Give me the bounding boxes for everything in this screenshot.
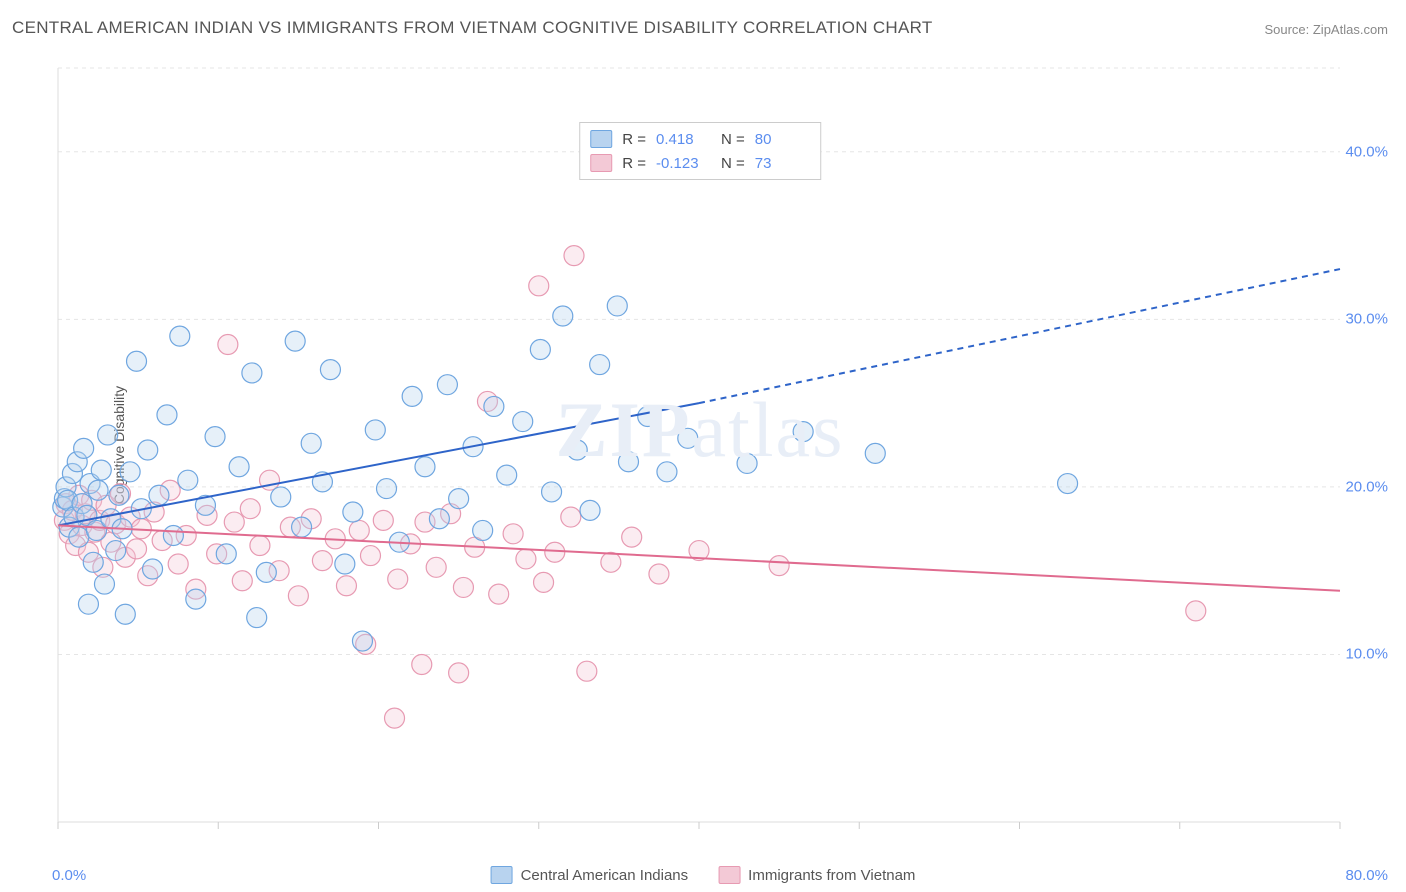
legend-n-value-a: 80 — [755, 131, 810, 148]
legend-n-label: N = — [721, 131, 745, 148]
series-legend: Central American Indians Immigrants from… — [491, 866, 916, 884]
legend-swatch-a-bottom — [491, 866, 513, 884]
legend-row-a: R = 0.418 N = 80 — [590, 127, 810, 151]
legend-swatch-b — [590, 154, 612, 172]
legend-row-b: R = -0.123 N = 73 — [590, 151, 810, 175]
y-tick-label: 20.0% — [1345, 478, 1388, 495]
legend-item-a: Central American Indians — [491, 866, 689, 884]
y-tick-label: 30.0% — [1345, 311, 1388, 328]
legend-label-a: Central American Indians — [521, 867, 689, 884]
legend-n-label: N = — [721, 155, 745, 172]
legend-label-b: Immigrants from Vietnam — [748, 867, 915, 884]
chart-title: CENTRAL AMERICAN INDIAN VS IMMIGRANTS FR… — [12, 18, 933, 38]
legend-r-label: R = — [622, 131, 646, 148]
legend-r-value-b: -0.123 — [656, 155, 711, 172]
correlation-legend: R = 0.418 N = 80 R = -0.123 N = 73 — [579, 122, 821, 180]
legend-item-b: Immigrants from Vietnam — [718, 866, 915, 884]
legend-r-label: R = — [622, 155, 646, 172]
source-label: Source: ZipAtlas.com — [1264, 22, 1388, 37]
legend-n-value-b: 73 — [755, 155, 810, 172]
x-min-label: 0.0% — [52, 867, 86, 884]
x-max-label: 80.0% — [1345, 867, 1388, 884]
y-tick-label: 10.0% — [1345, 646, 1388, 663]
legend-r-value-a: 0.418 — [656, 131, 711, 148]
y-tick-label: 40.0% — [1345, 143, 1388, 160]
legend-swatch-b-bottom — [718, 866, 740, 884]
legend-swatch-a — [590, 130, 612, 148]
chart-area: Cognitive Disability ZIPatlas R = 0.418 … — [50, 60, 1350, 830]
